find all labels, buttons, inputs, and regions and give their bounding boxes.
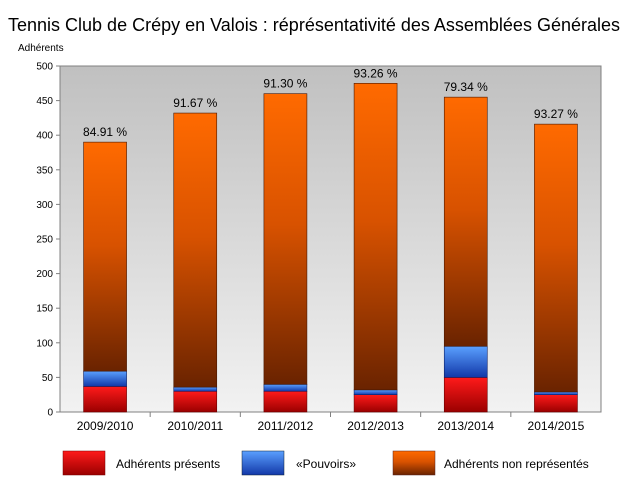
percentage-label: 79.34 % [444, 80, 488, 94]
percentage-label: 93.27 % [534, 107, 578, 121]
bar-pouvoirs [353, 389, 398, 395]
bar-pouvoirs [83, 370, 127, 387]
bar-non-representes [443, 96, 488, 347]
legend-label-presents: Adhérents présents [116, 457, 220, 471]
y-tick-label: 200 [36, 269, 53, 280]
y-tick-label: 300 [36, 200, 53, 211]
legend-swatch-pouvoirs [241, 450, 285, 476]
bar-non-representes [534, 123, 578, 393]
bar-pouvoirs [173, 386, 218, 392]
bar-non-representes [173, 112, 218, 388]
bars [83, 83, 578, 413]
plot-area [59, 65, 602, 413]
x-axis: 2009/2010 2010/2011 2011/2012 2012/2013 2013… [77, 412, 585, 433]
bar-pouvoirs [534, 391, 578, 396]
y-axis-label: Adhérents [18, 43, 64, 54]
bar-presents [353, 394, 398, 413]
bar-pouvoirs [263, 384, 308, 392]
legend: Adhérents présents «Pouvoirs» Adhérents … [62, 450, 589, 476]
bar-presents [83, 386, 127, 413]
percentage-label: 84.91 % [83, 125, 127, 139]
y-tick-label: 0 [47, 408, 53, 419]
bar-non-representes [83, 141, 127, 372]
bar-presents [173, 390, 218, 413]
y-tick-label: 100 [36, 338, 53, 349]
x-tick-label: 2011/2012 [257, 419, 313, 433]
y-tick-label: 350 [36, 165, 53, 176]
legend-swatch-non-representes [392, 450, 436, 476]
x-tick-label: 2014/2015 [528, 419, 585, 433]
bar-non-representes [353, 83, 398, 391]
bar-non-representes [263, 93, 308, 385]
percentage-label: 91.30 % [263, 77, 307, 91]
legend-label-non-representes: Adhérents non représentés [444, 457, 589, 471]
x-tick-label: 2013/2014 [437, 419, 494, 433]
y-axis: 0 50 100 150 200 250 300 350 400 450 500 [36, 62, 60, 419]
chart-title: Tennis Club de Crépy en Valois : réprése… [8, 15, 620, 35]
percentage-labels: 84.91 % 91.67 % 91.30 % 93.26 % 79.34 % 93.27… [83, 66, 578, 139]
x-tick-label: 2012/2013 [347, 419, 404, 433]
bar-presents [534, 394, 578, 413]
bar-pouvoirs [443, 345, 488, 378]
y-tick-label: 50 [42, 373, 54, 384]
x-tick-label: 2010/2011 [167, 419, 223, 433]
y-tick-label: 150 [36, 304, 53, 315]
x-tick-label: 2009/2010 [77, 419, 134, 433]
y-tick-label: 400 [36, 131, 53, 142]
bar-presents [263, 390, 308, 413]
bar-presents [443, 377, 488, 413]
percentage-label: 91.67 % [173, 96, 217, 110]
y-tick-label: 250 [36, 235, 53, 246]
y-tick-label: 500 [36, 62, 53, 73]
percentage-label: 93.26 % [354, 66, 398, 80]
legend-label-pouvoirs: «Pouvoirs» [296, 457, 356, 471]
legend-swatch-presents [62, 450, 106, 476]
y-tick-label: 450 [36, 96, 53, 107]
